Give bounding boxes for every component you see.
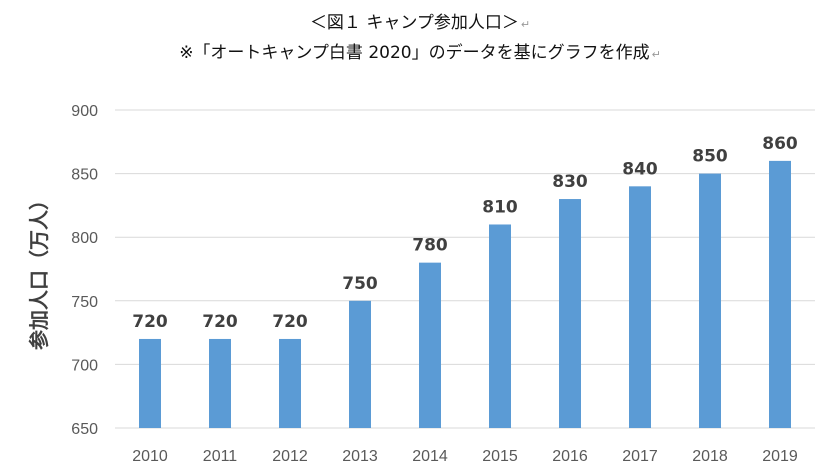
bar bbox=[629, 186, 651, 428]
bar bbox=[209, 338, 231, 428]
data-label: 750 bbox=[342, 274, 378, 294]
x-tick-label: 2016 bbox=[552, 448, 588, 465]
x-tick-label: 2019 bbox=[762, 448, 798, 465]
chart-subtitle: ※「オートキャンプ白書 2020」のデータを基にグラフを作成 ↵ bbox=[179, 43, 661, 63]
x-tick-label: 2011 bbox=[203, 448, 238, 465]
data-label: 850 bbox=[692, 147, 728, 167]
y-tick-label: 800 bbox=[71, 230, 98, 247]
x-tick-label: 2013 bbox=[342, 448, 378, 465]
bar bbox=[349, 300, 371, 428]
y-tick-label: 700 bbox=[71, 357, 98, 374]
data-label: 720 bbox=[202, 312, 238, 332]
x-tick-label: 2015 bbox=[482, 448, 518, 465]
data-label: 840 bbox=[622, 159, 658, 179]
x-tick-label: 2017 bbox=[622, 448, 658, 465]
x-tick-label: 2012 bbox=[272, 448, 308, 465]
y-axis-label: 参加人口（万人） bbox=[27, 190, 51, 350]
bar bbox=[769, 160, 791, 428]
bar bbox=[489, 224, 511, 428]
bar bbox=[419, 262, 441, 428]
data-label: 720 bbox=[272, 312, 308, 332]
y-tick-label: 750 bbox=[71, 294, 98, 311]
data-label: 830 bbox=[552, 172, 588, 192]
bar bbox=[279, 338, 301, 428]
data-label: 860 bbox=[762, 134, 798, 154]
x-tick-label: 2018 bbox=[692, 448, 728, 465]
bar bbox=[139, 338, 161, 428]
data-label: 720 bbox=[132, 312, 168, 332]
y-tick-label: 900 bbox=[71, 103, 98, 120]
bar bbox=[559, 199, 581, 428]
data-label: 780 bbox=[412, 236, 448, 256]
x-tick-label: 2010 bbox=[132, 448, 168, 465]
y-tick-label: 850 bbox=[71, 167, 98, 184]
bar bbox=[699, 173, 721, 428]
x-tick-label: 2014 bbox=[412, 448, 448, 465]
data-label: 810 bbox=[482, 197, 518, 217]
y-tick-label: 650 bbox=[71, 421, 98, 438]
chart-title: ＜図１ キャンプ参加人口＞ ↵ bbox=[309, 13, 531, 33]
